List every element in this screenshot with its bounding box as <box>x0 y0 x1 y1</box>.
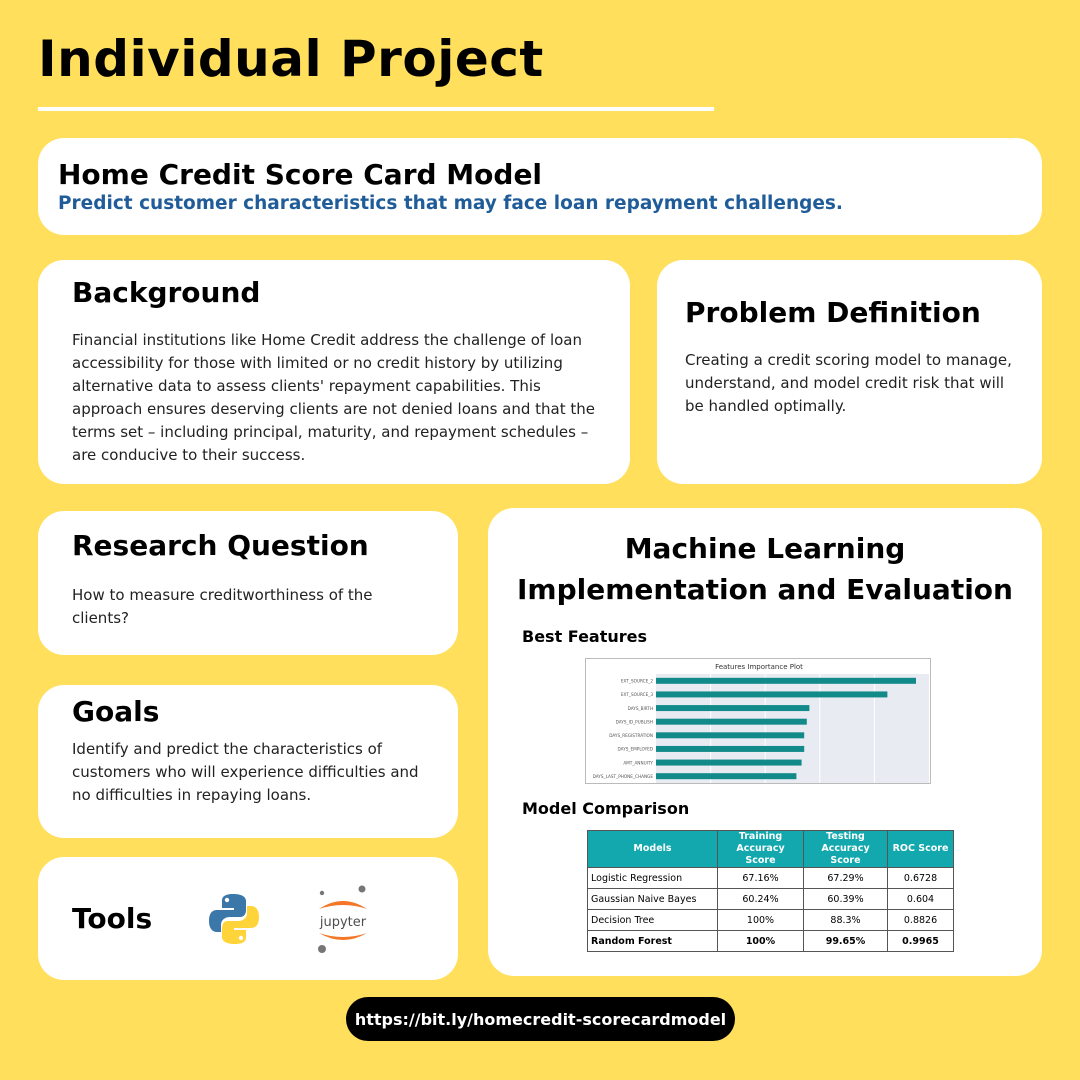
ml-title-line2: Implementation and Evaluation <box>517 573 1013 606</box>
tick-label: DAYS_REGISTRATION <box>609 733 653 738</box>
table-cell: 0.6728 <box>887 867 954 889</box>
table-cell: 67.29% <box>803 867 888 889</box>
table-cell: Random Forest <box>587 930 718 952</box>
tick-label: DAYS_BIRTH <box>628 706 653 711</box>
project-header-card: Home Credit Score Card Model Predict cus… <box>38 138 1042 235</box>
table-cell: Logistic Regression <box>587 867 718 889</box>
bar <box>656 718 807 725</box>
table-cell: Decision Tree <box>587 909 718 931</box>
tick-label: DAYS_LAST_PHONE_CHANGE <box>593 774 654 779</box>
table-cell: 100% <box>717 930 804 952</box>
tick-label: AMT_ANNUITY <box>623 760 653 765</box>
jupyter-icon-label: jupyter <box>319 915 367 930</box>
background-text: Financial institutions like Home Credit … <box>72 331 596 464</box>
ml-title-line1: Machine Learning <box>624 532 906 565</box>
tick-label: DAYS_EMPLOYED <box>618 747 653 752</box>
best-features-label: Best Features <box>522 627 648 646</box>
table-row: Gaussian Naive Bayes 60.24% 60.39% 0.604 <box>587 888 954 910</box>
table-cell: 60.24% <box>717 888 804 910</box>
table-header-row: Models Training Accuracy Score Testing A… <box>587 830 954 868</box>
table-cell: 0.8826 <box>887 909 954 931</box>
tools-title: Tools <box>72 902 153 935</box>
jupyter-icon: jupyter <box>310 883 376 955</box>
project-link[interactable]: https://bit.ly/homecredit-scorecardmodel <box>346 997 735 1041</box>
table-row: Random Forest 100% 99.65% 0.9965 <box>587 930 954 952</box>
bar <box>656 677 916 684</box>
tick-label: EXT_SOURCE_2 <box>621 679 653 684</box>
background-card: Background Financial institutions like H… <box>38 260 630 484</box>
column-header: ROC Score <box>887 830 954 868</box>
research-question-text: How to measure creditworthiness of the c… <box>72 586 373 627</box>
tools-card: Tools jupyter <box>38 857 458 980</box>
table-cell: 88.3% <box>803 909 888 931</box>
ml-implementation-card: Machine Learning Implementation and Eval… <box>488 508 1042 976</box>
feature-importance-chart: Features Importance Plot EXT_SOURCE_2 EXT_… <box>585 658 931 784</box>
bar <box>656 745 805 752</box>
project-title: Home Credit Score Card Model <box>58 158 543 191</box>
bar <box>656 732 805 739</box>
table-cell: 99.65% <box>803 930 888 952</box>
bar <box>656 773 797 780</box>
goals-title: Goals <box>72 695 160 728</box>
column-header: Models <box>587 830 718 868</box>
chart-title: Features Importance Plot <box>715 663 803 671</box>
ml-title: Machine Learning Implementation and Eval… <box>488 528 1042 610</box>
research-question-title: Research Question <box>72 529 369 562</box>
problem-definition-card: Problem Definition Creating a credit sco… <box>657 260 1042 484</box>
plot-area <box>656 674 929 783</box>
problem-definition-text: Creating a credit scoring model to manag… <box>685 351 1012 415</box>
goals-card: Goals Identify and predict the character… <box>38 685 458 838</box>
bar <box>656 759 802 766</box>
bar <box>656 705 810 712</box>
model-comparison-table: Models Training Accuracy Score Testing A… <box>587 830 954 952</box>
page-title: Individual Project <box>38 30 544 88</box>
tick-label: EXT_SOURCE_3 <box>621 692 653 697</box>
background-title: Background <box>72 276 261 309</box>
table-cell: 100% <box>717 909 804 931</box>
project-subtitle: Predict customer characteristics that ma… <box>58 193 843 214</box>
problem-definition-title: Problem Definition <box>685 296 981 329</box>
table-row: Decision Tree 100% 88.3% 0.8826 <box>587 909 954 931</box>
research-question-card: Research Question How to measure creditw… <box>38 511 458 655</box>
table-cell: 0.9965 <box>887 930 954 952</box>
goals-text: Identify and predict the characteristics… <box>72 740 419 804</box>
table-cell: 60.39% <box>803 888 888 910</box>
python-icon <box>206 891 262 947</box>
table-cell: Gaussian Naive Bayes <box>587 888 718 910</box>
bar <box>656 691 888 698</box>
table-cell: 0.604 <box>887 888 954 910</box>
table-row: Logistic Regression 67.16% 67.29% 0.6728 <box>587 867 954 889</box>
title-underline <box>38 107 714 111</box>
column-header: Training Accuracy Score <box>717 830 804 868</box>
model-comparison-label: Model Comparison <box>522 799 690 818</box>
tick-label: DAYS_ID_PUBLISH <box>616 719 653 724</box>
column-header: Testing Accuracy Score <box>803 830 888 868</box>
table-cell: 67.16% <box>717 867 804 889</box>
